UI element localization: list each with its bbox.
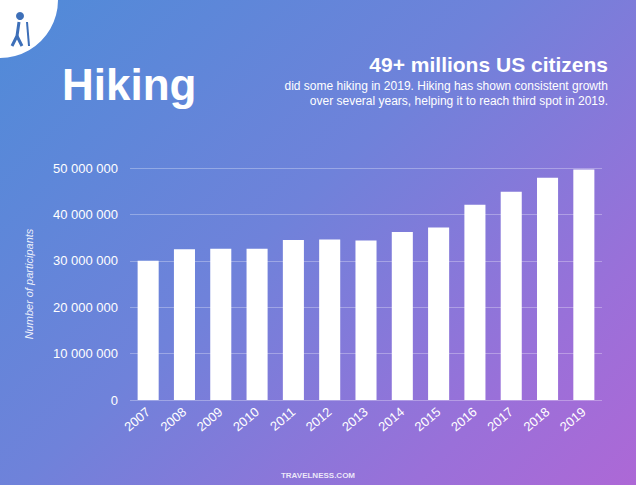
- svg-text:40 000 000: 40 000 000: [53, 207, 118, 222]
- svg-text:30 000 000: 30 000 000: [53, 253, 118, 268]
- svg-text:Number of participants: Number of participants: [23, 228, 35, 339]
- svg-text:2009: 2009: [194, 404, 226, 434]
- svg-text:49+ millions US citizens: 49+ millions US citizens: [369, 53, 608, 76]
- svg-text:2019: 2019: [557, 404, 589, 434]
- svg-text:2014: 2014: [375, 404, 407, 434]
- svg-text:50 000 000: 50 000 000: [53, 161, 118, 176]
- svg-text:10 000 000: 10 000 000: [53, 346, 118, 361]
- svg-text:0: 0: [111, 393, 118, 408]
- svg-text:20 000 000: 20 000 000: [53, 300, 118, 315]
- svg-text:did some hiking in 2019. Hikin: did some hiking in 2019. Hiking has show…: [284, 79, 608, 93]
- svg-text:2018: 2018: [521, 404, 553, 434]
- svg-text:over several years, helping it: over several years, helping it to reach …: [310, 94, 608, 108]
- svg-text:TRAVELNESS.COM: TRAVELNESS.COM: [281, 471, 355, 480]
- svg-text:2011: 2011: [267, 404, 298, 433]
- svg-text:2008: 2008: [157, 404, 189, 434]
- svg-text:2012: 2012: [303, 404, 335, 434]
- svg-text:2010: 2010: [230, 404, 262, 434]
- svg-text:2017: 2017: [484, 404, 516, 434]
- svg-text:Hiking: Hiking: [62, 60, 196, 109]
- svg-text:2016: 2016: [448, 404, 480, 434]
- svg-text:2013: 2013: [339, 404, 371, 434]
- svg-text:2007: 2007: [121, 404, 153, 434]
- svg-text:2015: 2015: [412, 404, 444, 434]
